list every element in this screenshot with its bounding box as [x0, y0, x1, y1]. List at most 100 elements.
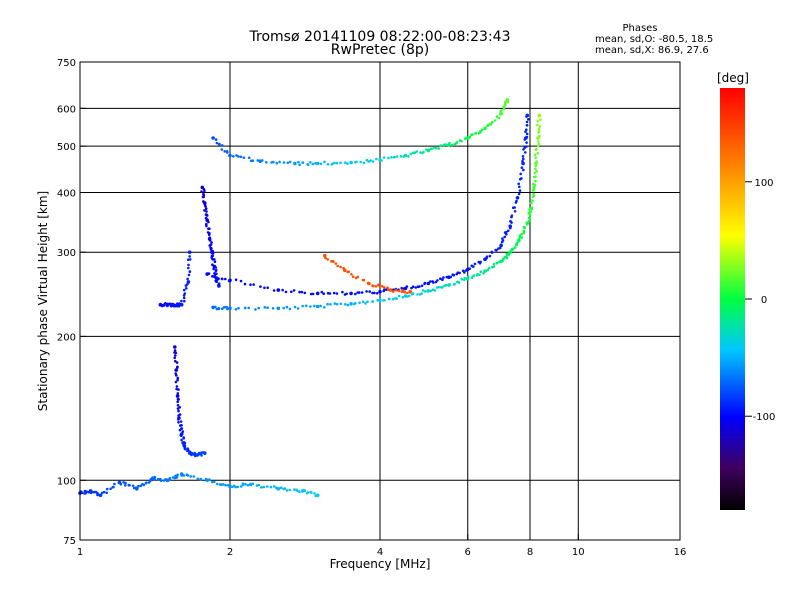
trace-point [432, 281, 435, 284]
trace-point [212, 267, 215, 271]
trace-point [187, 266, 190, 270]
trace-point [164, 302, 167, 305]
trace-point [192, 475, 196, 478]
trace-point [383, 288, 386, 292]
data-point [349, 291, 353, 296]
trace-point [215, 280, 218, 284]
trace-point [351, 275, 355, 279]
trace-point [341, 290, 344, 294]
trace-point [448, 141, 451, 145]
trace-point [303, 489, 307, 493]
trace-point [458, 271, 461, 275]
trace-point [515, 242, 518, 245]
y-tick-label: 75 [63, 536, 76, 547]
data-point [343, 268, 347, 273]
trace-point [174, 304, 178, 308]
trace-point [479, 260, 482, 264]
trace-point [187, 263, 190, 267]
trace-point [226, 307, 229, 311]
trace-point [230, 485, 234, 489]
trace-point [519, 172, 522, 176]
trace-point [286, 161, 290, 165]
trace-point [288, 307, 292, 311]
trace-point [529, 210, 532, 213]
data-point [173, 345, 177, 349]
trace-point [275, 161, 279, 165]
trace-point [309, 161, 312, 164]
trace-point [473, 262, 477, 266]
trace-point [207, 233, 211, 237]
trace-point [397, 294, 401, 298]
trace-point [306, 163, 310, 167]
x-tick-label: 2 [227, 547, 233, 558]
trace-point [111, 486, 114, 489]
trace-point [236, 485, 240, 489]
trace-point [463, 277, 467, 280]
trace-point [501, 237, 504, 240]
trace-point [220, 277, 224, 281]
trace-point [282, 306, 286, 310]
trace-point [262, 485, 266, 489]
trace-point [525, 124, 529, 127]
trace-point [505, 252, 509, 256]
trace-point [292, 289, 296, 292]
trace-point [105, 491, 108, 495]
trace-point [208, 478, 211, 481]
data-point [499, 111, 503, 116]
trace-point [279, 486, 283, 490]
trace-point [521, 159, 524, 163]
data-point [228, 306, 232, 311]
trace-point [128, 484, 131, 487]
trace-point [79, 490, 83, 494]
trace-point [239, 279, 243, 283]
trace-point [403, 290, 407, 294]
trace-point [445, 143, 448, 147]
data-point [367, 281, 371, 286]
trace-point [409, 152, 413, 156]
trace-point [429, 289, 433, 293]
trace-point [383, 299, 386, 302]
trace-point [234, 278, 238, 282]
trace-point [531, 199, 534, 202]
trace-point [487, 123, 490, 127]
data-point [203, 201, 207, 205]
trace-point [528, 213, 532, 217]
trace-point [376, 299, 379, 302]
trace-point [437, 147, 441, 150]
data-point [276, 288, 281, 292]
trace-point [474, 132, 477, 135]
trace-point [335, 302, 339, 306]
trace-point [378, 284, 382, 288]
trace-point [142, 483, 146, 487]
trace-point [520, 166, 524, 169]
trace-point [260, 486, 263, 489]
x-tick-label: 4 [377, 547, 383, 558]
trace-point [200, 190, 203, 193]
trace-point [205, 210, 208, 213]
trace-point [534, 156, 537, 159]
trace-point [175, 361, 179, 364]
trace-point [199, 452, 203, 455]
trace-point [420, 292, 424, 295]
trace-point [243, 306, 247, 310]
trace-point [166, 303, 170, 307]
trace-point [226, 151, 229, 154]
trace-point [358, 301, 361, 305]
trace-point [261, 159, 264, 162]
trace-point [234, 485, 237, 489]
trace-point [298, 490, 301, 494]
trace-point [145, 481, 148, 485]
data-point [515, 196, 520, 200]
trace-point [220, 148, 224, 151]
data-point [248, 482, 253, 487]
trace-point [532, 192, 535, 196]
trace-point [188, 270, 192, 273]
trace-point [366, 300, 369, 304]
trace-point [278, 160, 281, 164]
data-point [315, 291, 320, 296]
trace-point [533, 153, 537, 157]
trace-point [257, 483, 261, 487]
trace-point [471, 133, 474, 136]
trace-point [186, 474, 190, 477]
trace-point [489, 122, 492, 125]
